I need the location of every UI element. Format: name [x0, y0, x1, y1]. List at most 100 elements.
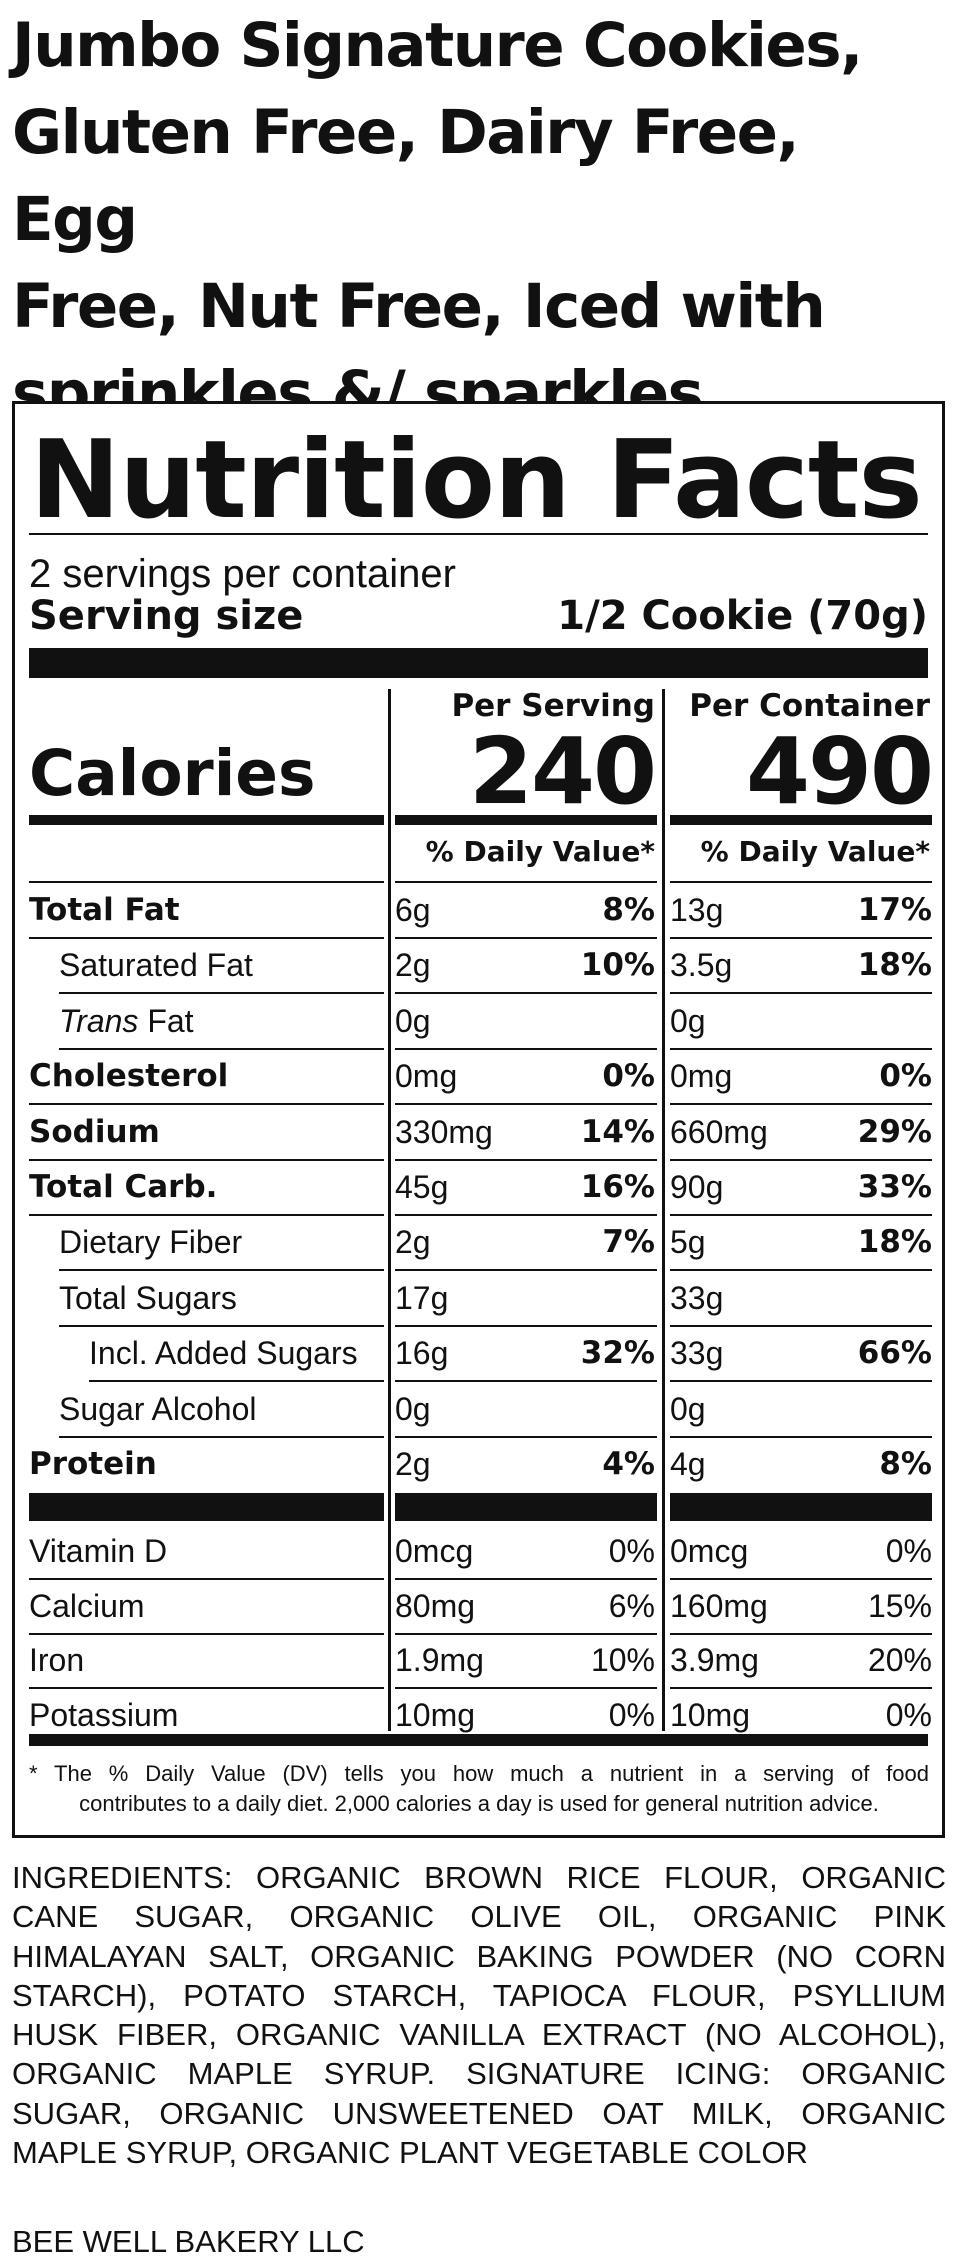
nutrient-name: Iron	[29, 1642, 85, 1678]
per-container-daily-value: 0%	[885, 1696, 932, 1733]
vitamin-row: Iron 1.9mg 10% 3.9mg 20%	[15, 1633, 942, 1689]
row-divider	[395, 1047, 657, 1050]
per-serving-daily-value: 16%	[580, 1169, 655, 1205]
nutrient-row: Sodium 330mg 14% 660mg 29%	[15, 1105, 942, 1161]
row-divider	[670, 1214, 932, 1216]
vitamin-row: Potassium 10mg 0% 10mg 0%	[15, 1688, 942, 1743]
per-serving-daily-value: 0%	[608, 1696, 655, 1733]
nutrient-row: Total Carb. 45g 16% 90g 33%	[15, 1160, 942, 1216]
nutrient-name: Potassium	[29, 1696, 179, 1733]
row-divider	[395, 937, 657, 939]
per-serving-amount: 0g	[395, 1002, 431, 1039]
per-container-amount: 13g	[670, 892, 724, 928]
serving-size-value: 1/2 Cookie (70g)	[557, 593, 928, 639]
per-container-amount: 160mg	[670, 1587, 768, 1624]
vitamin-row: Vitamin D 0mcg 0% 0mcg 0%	[15, 1524, 942, 1580]
row-divider	[59, 1435, 384, 1438]
row-divider	[395, 1103, 657, 1106]
per-container-header: Per Container	[689, 688, 930, 724]
per-container-daily-value: 0%	[879, 1058, 932, 1095]
row-divider	[29, 1632, 384, 1635]
nutrient-name-italic: Trans	[59, 1002, 139, 1039]
row-divider	[670, 881, 932, 883]
vitamins-divider	[395, 1493, 657, 1521]
nutrient-name: Cholesterol	[29, 1058, 229, 1095]
per-container-amount: 3.9mg	[670, 1642, 759, 1678]
per-serving-amount: 1.9mg	[395, 1642, 484, 1678]
calories-divider	[395, 815, 657, 825]
row-divider	[59, 1047, 384, 1050]
per-serving-amount: 17g	[395, 1279, 449, 1316]
per-container-daily-value: 15%	[867, 1587, 932, 1624]
row-divider	[29, 937, 384, 939]
per-container-amount: 3.5g	[670, 947, 733, 984]
calories-label: Calories	[29, 737, 316, 810]
nutrient-name: Sodium	[29, 1113, 160, 1150]
row-divider	[89, 1380, 384, 1383]
per-serving-daily-value: 0%	[602, 1058, 655, 1095]
per-container-amount: 90g	[670, 1169, 724, 1205]
row-divider	[395, 1578, 657, 1580]
per-container-amount: 660mg	[670, 1113, 768, 1150]
nutrient-row: Trans Fat 0g 0g	[15, 994, 942, 1050]
nutrient-name: Vitamin D	[29, 1533, 168, 1569]
per-container-amount: 33g	[670, 1335, 724, 1372]
nutrient-name-text: Fat	[138, 1002, 194, 1039]
per-serving-amount: 2g	[395, 1224, 431, 1261]
nutrient-name: Protein	[29, 1446, 157, 1482]
row-divider	[395, 881, 657, 883]
row-divider	[59, 992, 384, 995]
nutrient-name: Calcium	[29, 1587, 145, 1624]
per-serving-amount: 0mg	[395, 1058, 458, 1095]
nutrient-name: Sugar Alcohol	[59, 1390, 257, 1427]
nutrient-row: Total Sugars 17g 33g	[15, 1271, 942, 1327]
product-title-line: Jumbo Signature Cookies,	[12, 10, 863, 81]
row-divider	[395, 1632, 657, 1635]
row-divider	[395, 1687, 657, 1689]
nutrient-row: Sugar Alcohol 0g 0g	[15, 1382, 942, 1438]
nutrient-name: Saturated Fat	[59, 947, 253, 984]
row-divider	[670, 1324, 932, 1327]
row-divider	[395, 1158, 657, 1161]
per-container-daily-value: 33%	[857, 1169, 932, 1205]
ingredients-line: HIMALAYAN SALT, ORGANIC BAKING POWDER (N…	[12, 1938, 946, 1974]
row-divider	[670, 1435, 932, 1438]
nutrient-name: Trans Fat	[59, 994, 194, 1048]
ingredients-line: MAPLE SYRUP, ORGANIC PLANT VEGETABLE COL…	[12, 2135, 808, 2171]
row-divider	[395, 1380, 657, 1383]
row-divider	[29, 881, 384, 883]
nutrient-row: Cholesterol 0mg 0% 0mg 0%	[15, 1049, 942, 1106]
servings-per-container: 2 servings per container	[29, 552, 456, 596]
vitamins-divider	[670, 1493, 932, 1521]
nutrition-facts-heading: Nutrition Facts	[30, 418, 923, 543]
nutrient-row: Total Fat 6g 8% 13g 17%	[15, 883, 942, 939]
nutrition-facts-label: Nutrition Facts 2 servings per container…	[12, 401, 945, 1838]
row-divider	[29, 1214, 384, 1216]
per-serving-amount: 80mg	[395, 1587, 476, 1624]
per-serving-daily-value	[535, 994, 655, 1048]
per-container-amount: 0mg	[670, 1058, 733, 1095]
row-divider	[670, 1632, 932, 1635]
row-divider	[395, 1324, 657, 1327]
per-serving-daily-value	[535, 1382, 655, 1436]
per-serving-amount: 10mg	[395, 1696, 476, 1733]
per-container-daily-value: 0%	[885, 1533, 932, 1569]
ingredients-line: ORGANIC MAPLE SYRUP. SIGNATURE ICING: OR…	[12, 2056, 946, 2092]
row-divider	[670, 1269, 932, 1272]
nutrient-name: Incl. Added Sugars	[89, 1335, 358, 1372]
nutrient-name: Total Carb.	[29, 1169, 218, 1205]
row-divider	[670, 1578, 932, 1580]
nutrient-name: Total Sugars	[59, 1279, 237, 1316]
per-container-daily-value: 8%	[879, 1446, 932, 1482]
row-divider	[59, 1324, 384, 1327]
column-divider-2	[662, 689, 665, 1731]
footnote-divider	[29, 1734, 928, 1746]
per-container-amount: 4g	[670, 1446, 706, 1482]
footnote-line: contributes to a daily diet. 2,000 calor…	[79, 1791, 879, 1816]
per-container-daily-value	[810, 994, 932, 1048]
per-serving-amount: 45g	[395, 1169, 449, 1205]
ingredients-line: CANE SUGAR, ORGANIC OLIVE OIL, ORGANIC P…	[12, 1899, 946, 1935]
serving-size-label: Serving size	[29, 593, 304, 639]
per-serving-amount: 6g	[395, 892, 431, 928]
nutrient-row: Dietary Fiber 2g 7% 5g 18%	[15, 1215, 942, 1272]
